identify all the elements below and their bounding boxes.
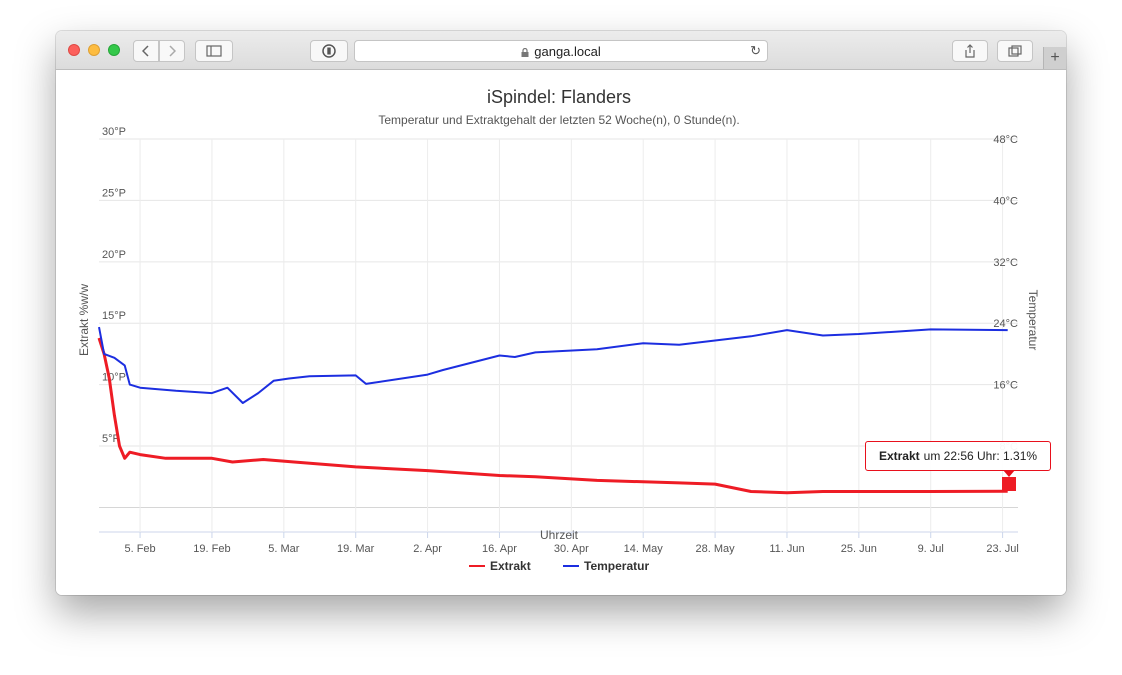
left-axis-label: Extrakt %w/w — [77, 284, 91, 356]
tooltip-series: Extrakt — [878, 449, 920, 463]
tooltip-tail — [1003, 470, 1015, 477]
x-tick-label: 19. Mar — [337, 543, 375, 555]
series-line-temperatur — [98, 326, 1008, 404]
share-button[interactable] — [952, 40, 988, 62]
legend-item[interactable]: Temperatur — [584, 559, 649, 573]
reader-icon — [322, 44, 336, 58]
browser-window: ganga.local ↻ + iSpindel: Flanders Tempe… — [56, 31, 1066, 595]
navigation-buttons — [133, 40, 185, 62]
reload-icon[interactable]: ↻ — [750, 43, 761, 58]
left-axis-ticks: 5°P 10°P 15°P 20°P 25°P 30°P — [102, 126, 126, 445]
x-tick-label: 16. Apr — [482, 543, 517, 555]
x-tick-label: 5. Mar — [268, 543, 300, 555]
legend: Extrakt Temperatur — [469, 559, 649, 573]
right-axis-label: Temperatur — [1026, 290, 1040, 351]
x-tick-label: 11. Jun — [769, 543, 804, 555]
right-tick-label: 16°C — [993, 380, 1018, 392]
right-axis-ticks: 8°C16°C24°C32°C40°C48°C — [993, 134, 1018, 453]
right-tick-label: 40°C — [993, 195, 1018, 207]
close-window-button[interactable] — [68, 44, 80, 56]
x-axis-label: Uhrzeit — [540, 528, 579, 542]
forward-icon — [169, 45, 176, 57]
x-tick-label: 30. Apr — [554, 543, 589, 555]
x-tick-label: 25. Jun — [841, 543, 877, 555]
page-content: iSpindel: Flanders Temperatur und Extrak… — [56, 70, 1066, 595]
grid — [99, 138, 1018, 533]
left-tick-label: 20°P — [102, 249, 126, 261]
chart: iSpindel: Flanders Temperatur und Extrak… — [77, 87, 1040, 573]
right-tick-label: 32°C — [993, 257, 1018, 269]
x-tick-label: 14. May — [624, 543, 664, 555]
tooltip-text: um 22:56 Uhr: 1.31% — [923, 449, 1038, 463]
x-tick-label: 28. May — [696, 543, 736, 555]
x-axis-ticks: 5. Feb 19. Feb 5. Mar 19. Mar 2. Apr 16. Apr 3… — [124, 532, 1019, 555]
back-button[interactable] — [133, 40, 159, 62]
left-tick-label: 15°P — [102, 310, 126, 322]
x-tick-label: 5. Feb — [124, 543, 155, 555]
back-icon — [142, 45, 149, 57]
left-tick-label: 25°P — [102, 187, 126, 199]
zoom-window-button[interactable] — [108, 44, 120, 56]
right-tick-label: 48°C — [993, 134, 1018, 146]
lock-icon — [521, 47, 529, 57]
minimize-window-button[interactable] — [88, 44, 100, 56]
tabs-icon — [1008, 45, 1022, 57]
left-tick-label: 10°P — [102, 372, 126, 384]
x-tick-label: 23. Jul — [986, 543, 1018, 555]
sidebar-icon — [206, 45, 222, 57]
sidebar-button[interactable] — [195, 40, 233, 62]
share-icon — [965, 44, 975, 58]
hover-marker[interactable] — [1002, 477, 1016, 491]
series-line-extrakt — [97, 337, 1008, 495]
chart-subtitle: Temperatur und Extraktgehalt der letzten… — [378, 113, 739, 127]
x-tick-label: 19. Feb — [193, 543, 230, 555]
address-bar[interactable]: ganga.local ↻ — [354, 40, 768, 62]
series-layer — [97, 326, 1008, 495]
legend-item[interactable]: Extrakt — [490, 559, 531, 573]
x-tick-label: 9. Jul — [918, 543, 944, 555]
new-tab-button[interactable]: + — [1043, 47, 1066, 69]
right-tick-label: 24°C — [993, 318, 1018, 330]
browser-toolbar: ganga.local ↻ + — [56, 31, 1066, 70]
url-text: ganga.local — [534, 43, 601, 59]
left-tick-label: 30°P — [102, 126, 126, 138]
new-tab-icon: + — [1050, 49, 1060, 66]
left-tick-label: 5°P — [102, 433, 120, 445]
chart-title: iSpindel: Flanders — [487, 87, 631, 107]
tooltip: Extrakt um 22:56 Uhr: 1.31% — [865, 441, 1051, 471]
x-tick-label: 2. Apr — [413, 543, 442, 555]
reader-button[interactable] — [310, 40, 348, 62]
tabs-button[interactable] — [997, 40, 1033, 62]
forward-button[interactable] — [159, 40, 185, 62]
